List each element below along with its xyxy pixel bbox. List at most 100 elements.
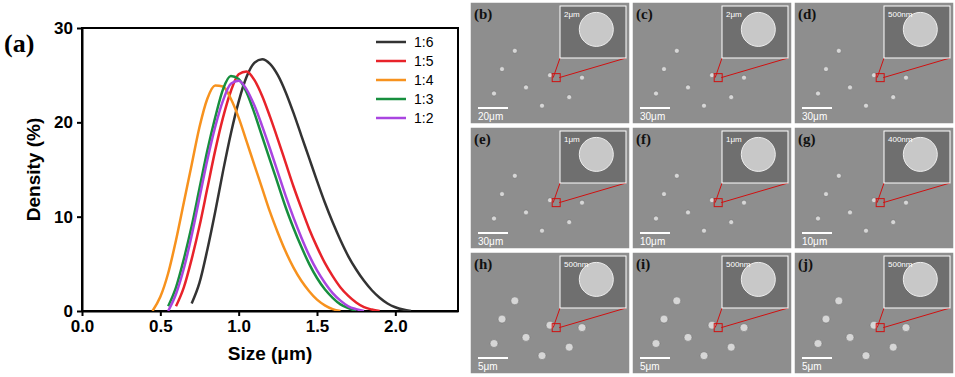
particle [846, 333, 854, 341]
panel-label: (b) [474, 6, 492, 23]
series-line [176, 71, 380, 311]
inset-scale-bar-label: 1μm [564, 135, 580, 144]
legend-swatch [376, 41, 406, 44]
legend-swatch [376, 117, 406, 120]
series-line [168, 81, 364, 311]
micrograph-image [632, 127, 792, 249]
x-tick-label: 0.5 [149, 317, 173, 336]
particle [708, 321, 716, 329]
particle [512, 173, 517, 178]
micrograph-image [794, 127, 954, 249]
inset-particle [579, 12, 613, 46]
particle [524, 85, 529, 90]
inset-scale-bar-label: 2μm [726, 10, 742, 19]
series-line [168, 76, 356, 311]
particle [822, 315, 830, 323]
micrograph-panel: 2μm(b)20μm [470, 2, 630, 124]
particle [891, 95, 896, 100]
x-tick: 0.5 [149, 311, 173, 336]
particle [546, 321, 554, 329]
panel-label: (i) [636, 256, 650, 273]
particle [864, 228, 869, 233]
legend-label: 1:2 [414, 110, 434, 126]
callout-line [553, 183, 560, 203]
particle [848, 210, 853, 215]
particle [889, 343, 897, 351]
callout-line [559, 183, 626, 203]
inset-image [722, 131, 788, 183]
scale-bar [478, 357, 508, 359]
callout-line [883, 308, 950, 328]
particle [673, 297, 681, 305]
callout-line [883, 183, 950, 203]
micrograph-panel: 1μm(e)30μm [470, 127, 630, 249]
scale-bar [640, 357, 670, 359]
legend-swatch [376, 60, 406, 63]
inset-image [884, 256, 950, 308]
particle [835, 297, 843, 305]
particle [580, 200, 585, 205]
inset-image [560, 6, 626, 58]
callout-line [553, 58, 560, 78]
scale-bar-label: 5μm [640, 361, 660, 372]
x-tick: 1.5 [306, 311, 330, 336]
micrograph-panel: 500nm(i)5μm [632, 252, 792, 374]
particle [565, 343, 573, 351]
y-axis-title: Density (%) [23, 118, 44, 221]
inset-scale-bar-label: 400nm [888, 135, 913, 144]
micrograph-image [632, 2, 792, 124]
particle [864, 103, 869, 108]
particle [660, 315, 668, 323]
x-tick-label: 0.0 [71, 317, 95, 336]
callout-line [559, 58, 626, 78]
figure: (a)0.00.51.01.52.00102030Size (μm)Densit… [0, 0, 955, 377]
particle [700, 352, 708, 360]
inset-scale-bar-label: 2μm [564, 10, 580, 19]
particle [567, 220, 572, 225]
scale-bar-label: 10μm [802, 236, 827, 247]
callout-line [877, 308, 884, 328]
particle [904, 75, 909, 80]
x-tick: 1.0 [227, 311, 251, 336]
inset-image [560, 131, 626, 183]
panel-label: (e) [474, 131, 491, 148]
y-tick: 30 [54, 19, 82, 38]
legend-swatch [376, 79, 406, 82]
particle [686, 210, 691, 215]
callout-line [877, 183, 884, 203]
scale-bar [640, 232, 670, 234]
x-tick-label: 1.5 [306, 317, 330, 336]
panel-label: (d) [798, 6, 816, 23]
inset-image [722, 256, 788, 308]
micrograph-panel: 400nm(g)10μm [794, 127, 954, 249]
particle [702, 103, 707, 108]
particle [662, 67, 667, 72]
particle [891, 220, 896, 225]
inset-image [560, 256, 626, 308]
inset-image [722, 6, 788, 58]
callout-line [715, 58, 722, 78]
callout-box [552, 74, 560, 82]
micrograph-image [794, 252, 954, 374]
legend-label: 1:3 [414, 91, 434, 107]
particle [662, 192, 667, 197]
scale-bar-label: 10μm [640, 236, 665, 247]
inset-image [884, 6, 950, 58]
particle [580, 75, 585, 80]
micrograph-panel: 500nm(j)5μm [794, 252, 954, 374]
callout-line [715, 308, 722, 328]
callout-line [877, 58, 884, 78]
particle [702, 228, 707, 233]
lines [153, 59, 412, 311]
scale-bar-label: 5μm [478, 361, 498, 372]
y-tick: 20 [54, 113, 82, 132]
particle [684, 333, 692, 341]
particle [654, 91, 659, 96]
scale-bar-label: 30μm [640, 111, 665, 122]
x-axis: 0.00.51.01.52.0 [71, 311, 459, 336]
particle [904, 200, 909, 205]
callout-line [883, 58, 950, 78]
particle [848, 85, 853, 90]
inset-particle [741, 137, 775, 171]
y-tick: 10 [54, 208, 82, 227]
